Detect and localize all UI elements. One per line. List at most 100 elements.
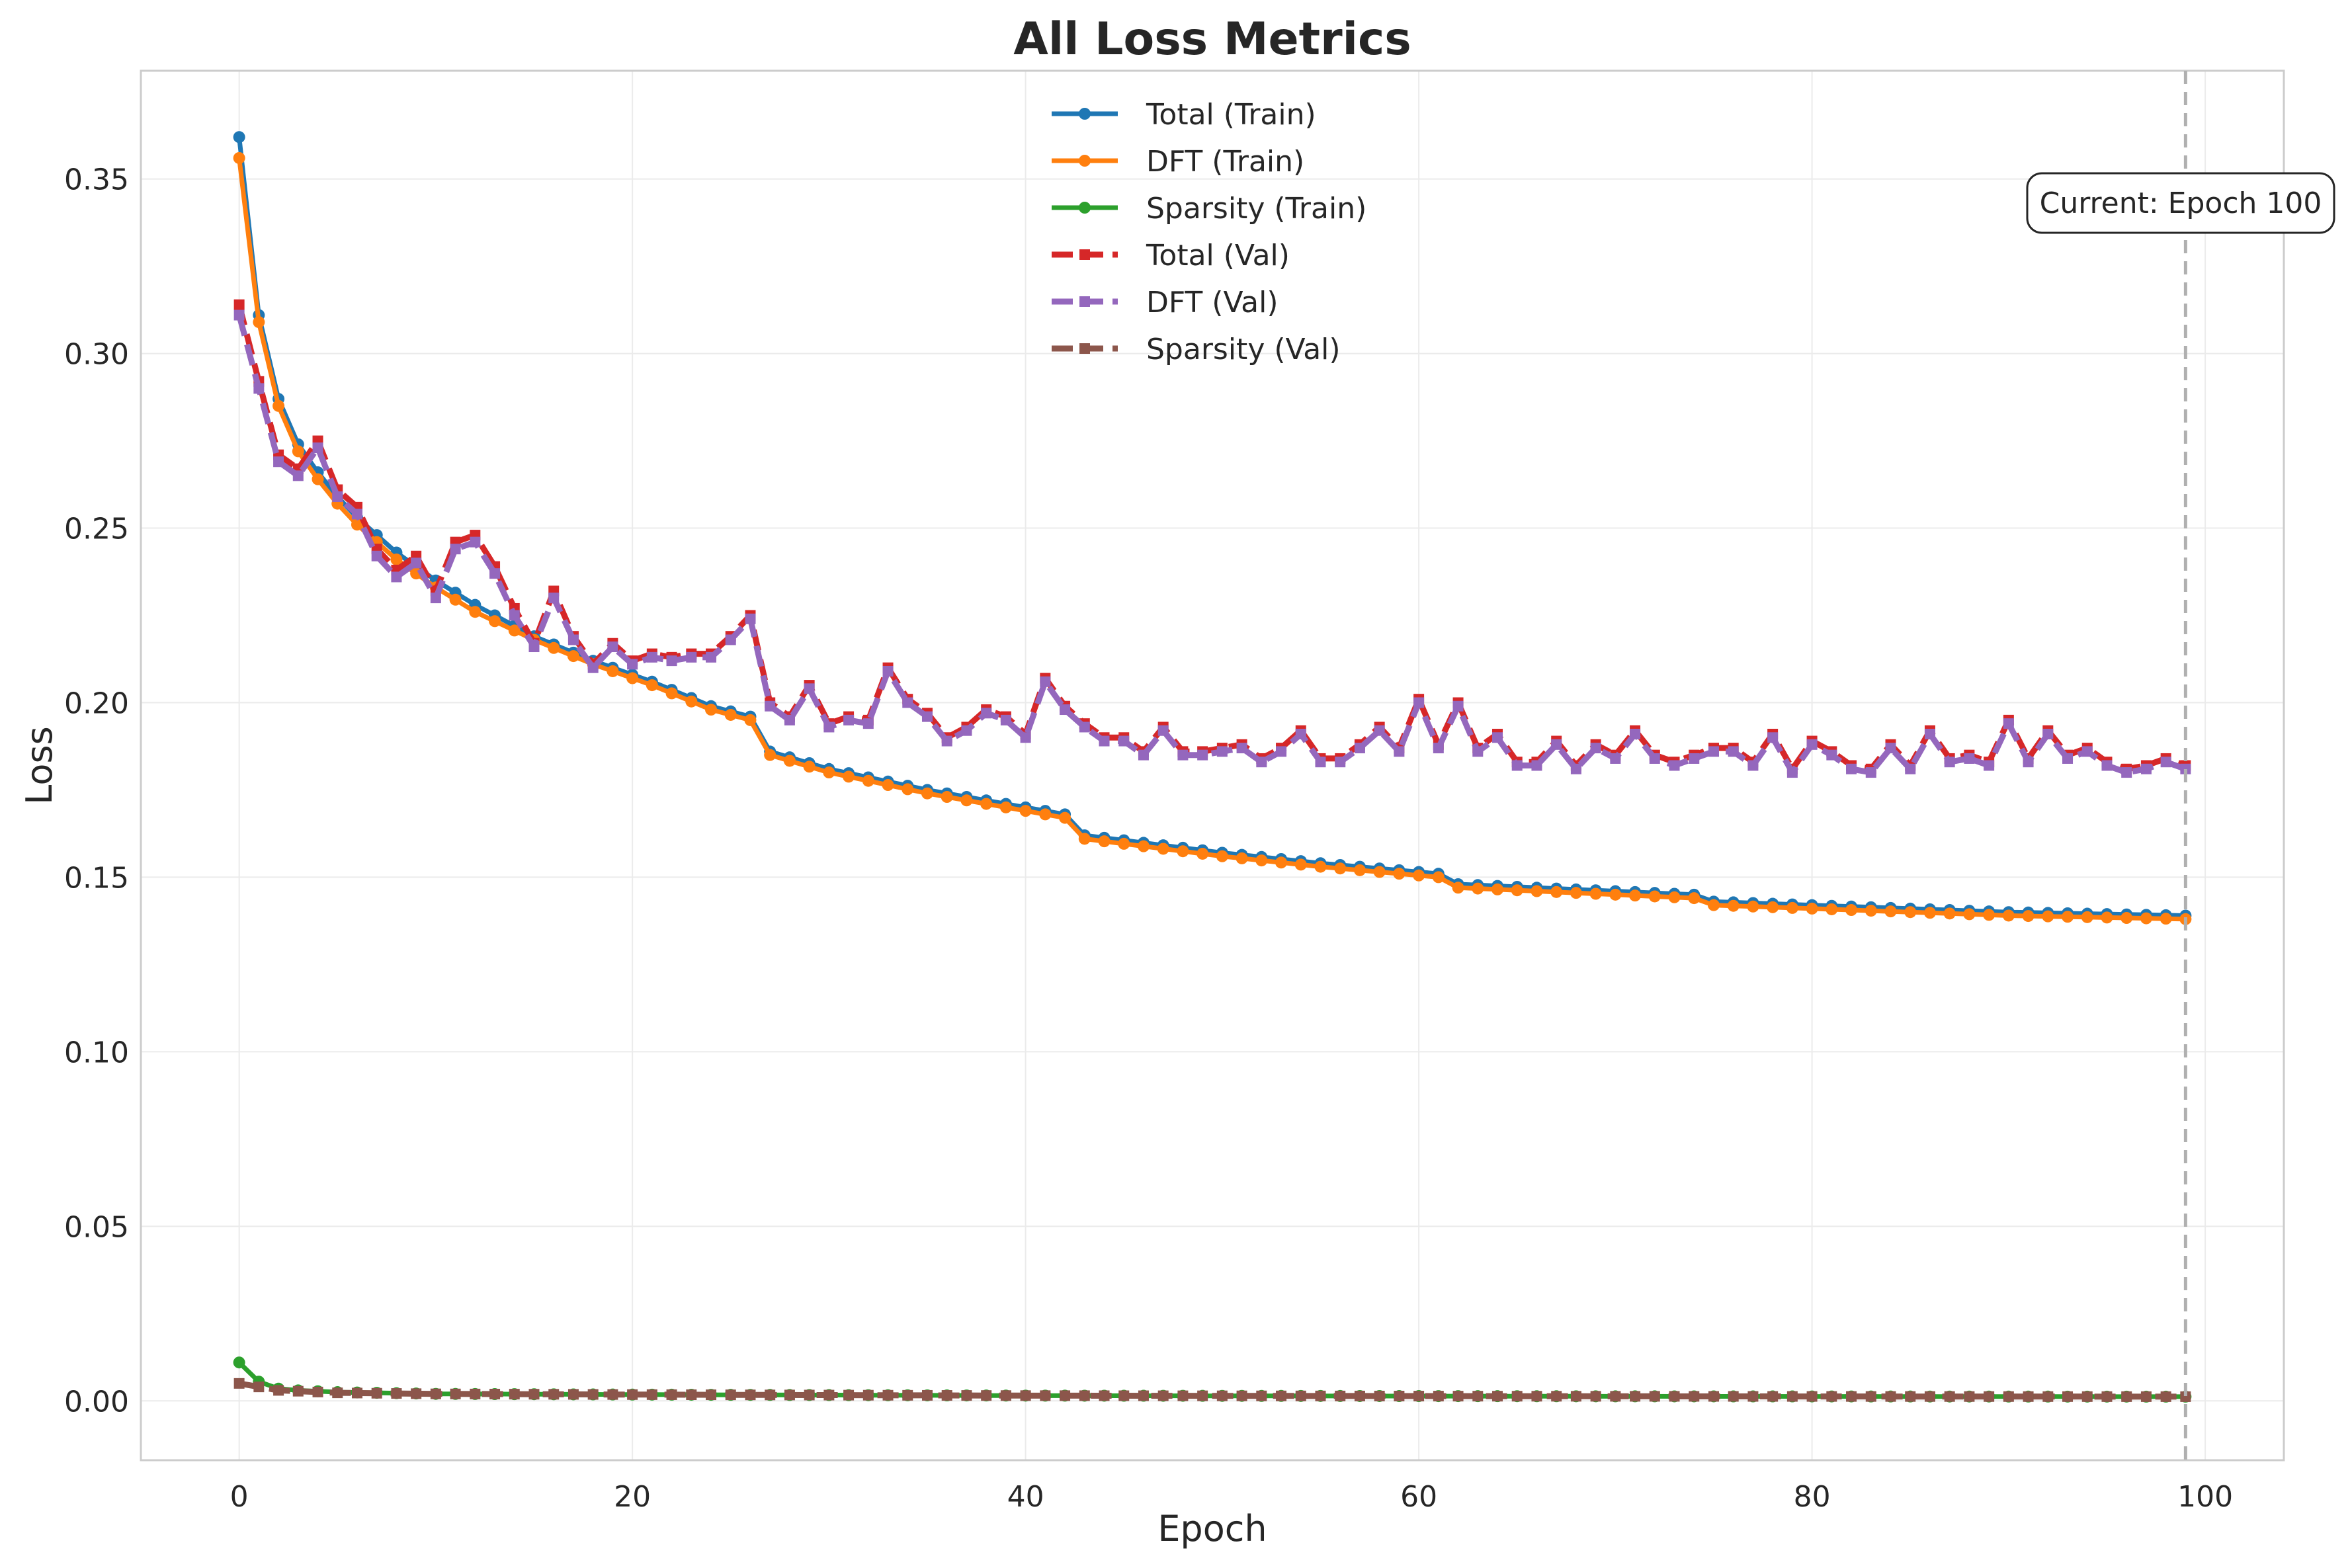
data-point [449,593,462,606]
data-point [1865,1391,1876,1402]
data-point [1728,746,1739,757]
data-point [548,593,560,604]
data-point [1492,1391,1503,1402]
data-point [391,1388,402,1399]
data-point [783,755,796,767]
data-point [725,634,736,645]
y-tick-label: 0.35 [64,163,129,197]
data-point [961,1390,972,1401]
annotation-box [2026,172,2335,234]
data-point [2081,911,2093,923]
data-point [1648,890,1661,903]
data-point [371,1387,382,1399]
data-point [1492,732,1503,743]
data-point [1216,1390,1228,1401]
data-point [1000,1390,1011,1401]
data-point [1472,746,1484,757]
data-point [1276,746,1287,757]
data-point [2140,763,2152,774]
data-point [1157,843,1169,855]
data-point [862,774,874,787]
data-point [646,1389,657,1400]
data-point [1413,1391,1425,1402]
data-point [233,299,245,310]
x-tick-label: 80 [1794,1480,1831,1514]
data-point [351,509,362,520]
data-point [1610,1391,1621,1402]
data-point [312,442,323,454]
data-point [489,615,501,628]
data-point [607,1389,618,1400]
data-point [1983,909,1995,921]
data-point [1354,743,1365,754]
legend-label: DFT (Val) [1146,286,1278,319]
data-point [980,798,993,810]
data-point [843,1389,855,1401]
legend: Total (Train) DFT (Train) Sparsity (Train)… [1052,98,1366,366]
data-point [1865,905,1877,917]
legend-item: Total (Train) [1052,98,1316,132]
data-point [2160,757,2171,768]
data-point [1629,889,1642,902]
data-point [843,714,855,725]
data-point [1609,888,1622,901]
data-point [1394,746,1405,757]
data-point [902,783,914,796]
data-point [1060,1390,1071,1401]
data-point [233,1356,245,1369]
series-line [236,304,2187,772]
data-point [2101,911,2113,924]
data-point [1394,1391,1405,1402]
data-point [292,445,304,458]
data-point [1099,1390,1110,1401]
data-point [1295,728,1306,739]
y-tick-label: 0.25 [64,513,129,546]
data-point [706,651,717,663]
data-point [1649,1391,1660,1402]
data-point [1511,1391,1523,1402]
series-line [237,157,2186,922]
data-point [1452,1391,1464,1402]
data-point [587,1389,599,1400]
data-point [1590,1391,1601,1402]
data-point [233,131,245,144]
x-tick-label: 0 [230,1480,249,1514]
current-epoch-annotation: Current: Epoch 100 [2026,71,2335,1460]
data-point [1905,1391,1916,1402]
data-point [1374,725,1385,736]
legend-item: Total (Val) [1052,239,1290,272]
data-point [1118,735,1130,747]
data-point [646,679,658,692]
data-point [1059,811,1071,824]
data-point [1137,840,1150,852]
data-point [2101,1391,2113,1402]
legend-label: Total (Train) [1146,98,1316,132]
data-point [1315,1390,1326,1401]
chart-title: All Loss Metrics [1013,13,1411,65]
data-point [1570,1391,1581,1402]
data-point [784,1389,795,1401]
data-point [2140,912,2152,925]
data-point [902,697,913,708]
data-point [1452,700,1464,712]
data-point [312,1386,323,1397]
legend-item: DFT (Val) [1052,286,1278,319]
data-point [1689,753,1700,764]
data-point [233,309,245,321]
data-point [292,1385,304,1397]
data-point [1491,883,1504,895]
data-point [1767,732,1779,743]
data-point [1413,697,1425,708]
data-point [941,735,952,747]
data-point [2062,911,2074,923]
data-point [2062,753,2074,764]
legend-label: Sparsity (Train) [1146,192,1366,226]
data-point [1433,1391,1444,1402]
data-point [273,1385,284,1396]
data-point [1964,1391,1975,1402]
data-point [2081,1391,2093,1402]
data-point [587,662,599,673]
data-point [823,722,835,733]
data-point [902,1389,913,1401]
data-point [1570,887,1582,899]
